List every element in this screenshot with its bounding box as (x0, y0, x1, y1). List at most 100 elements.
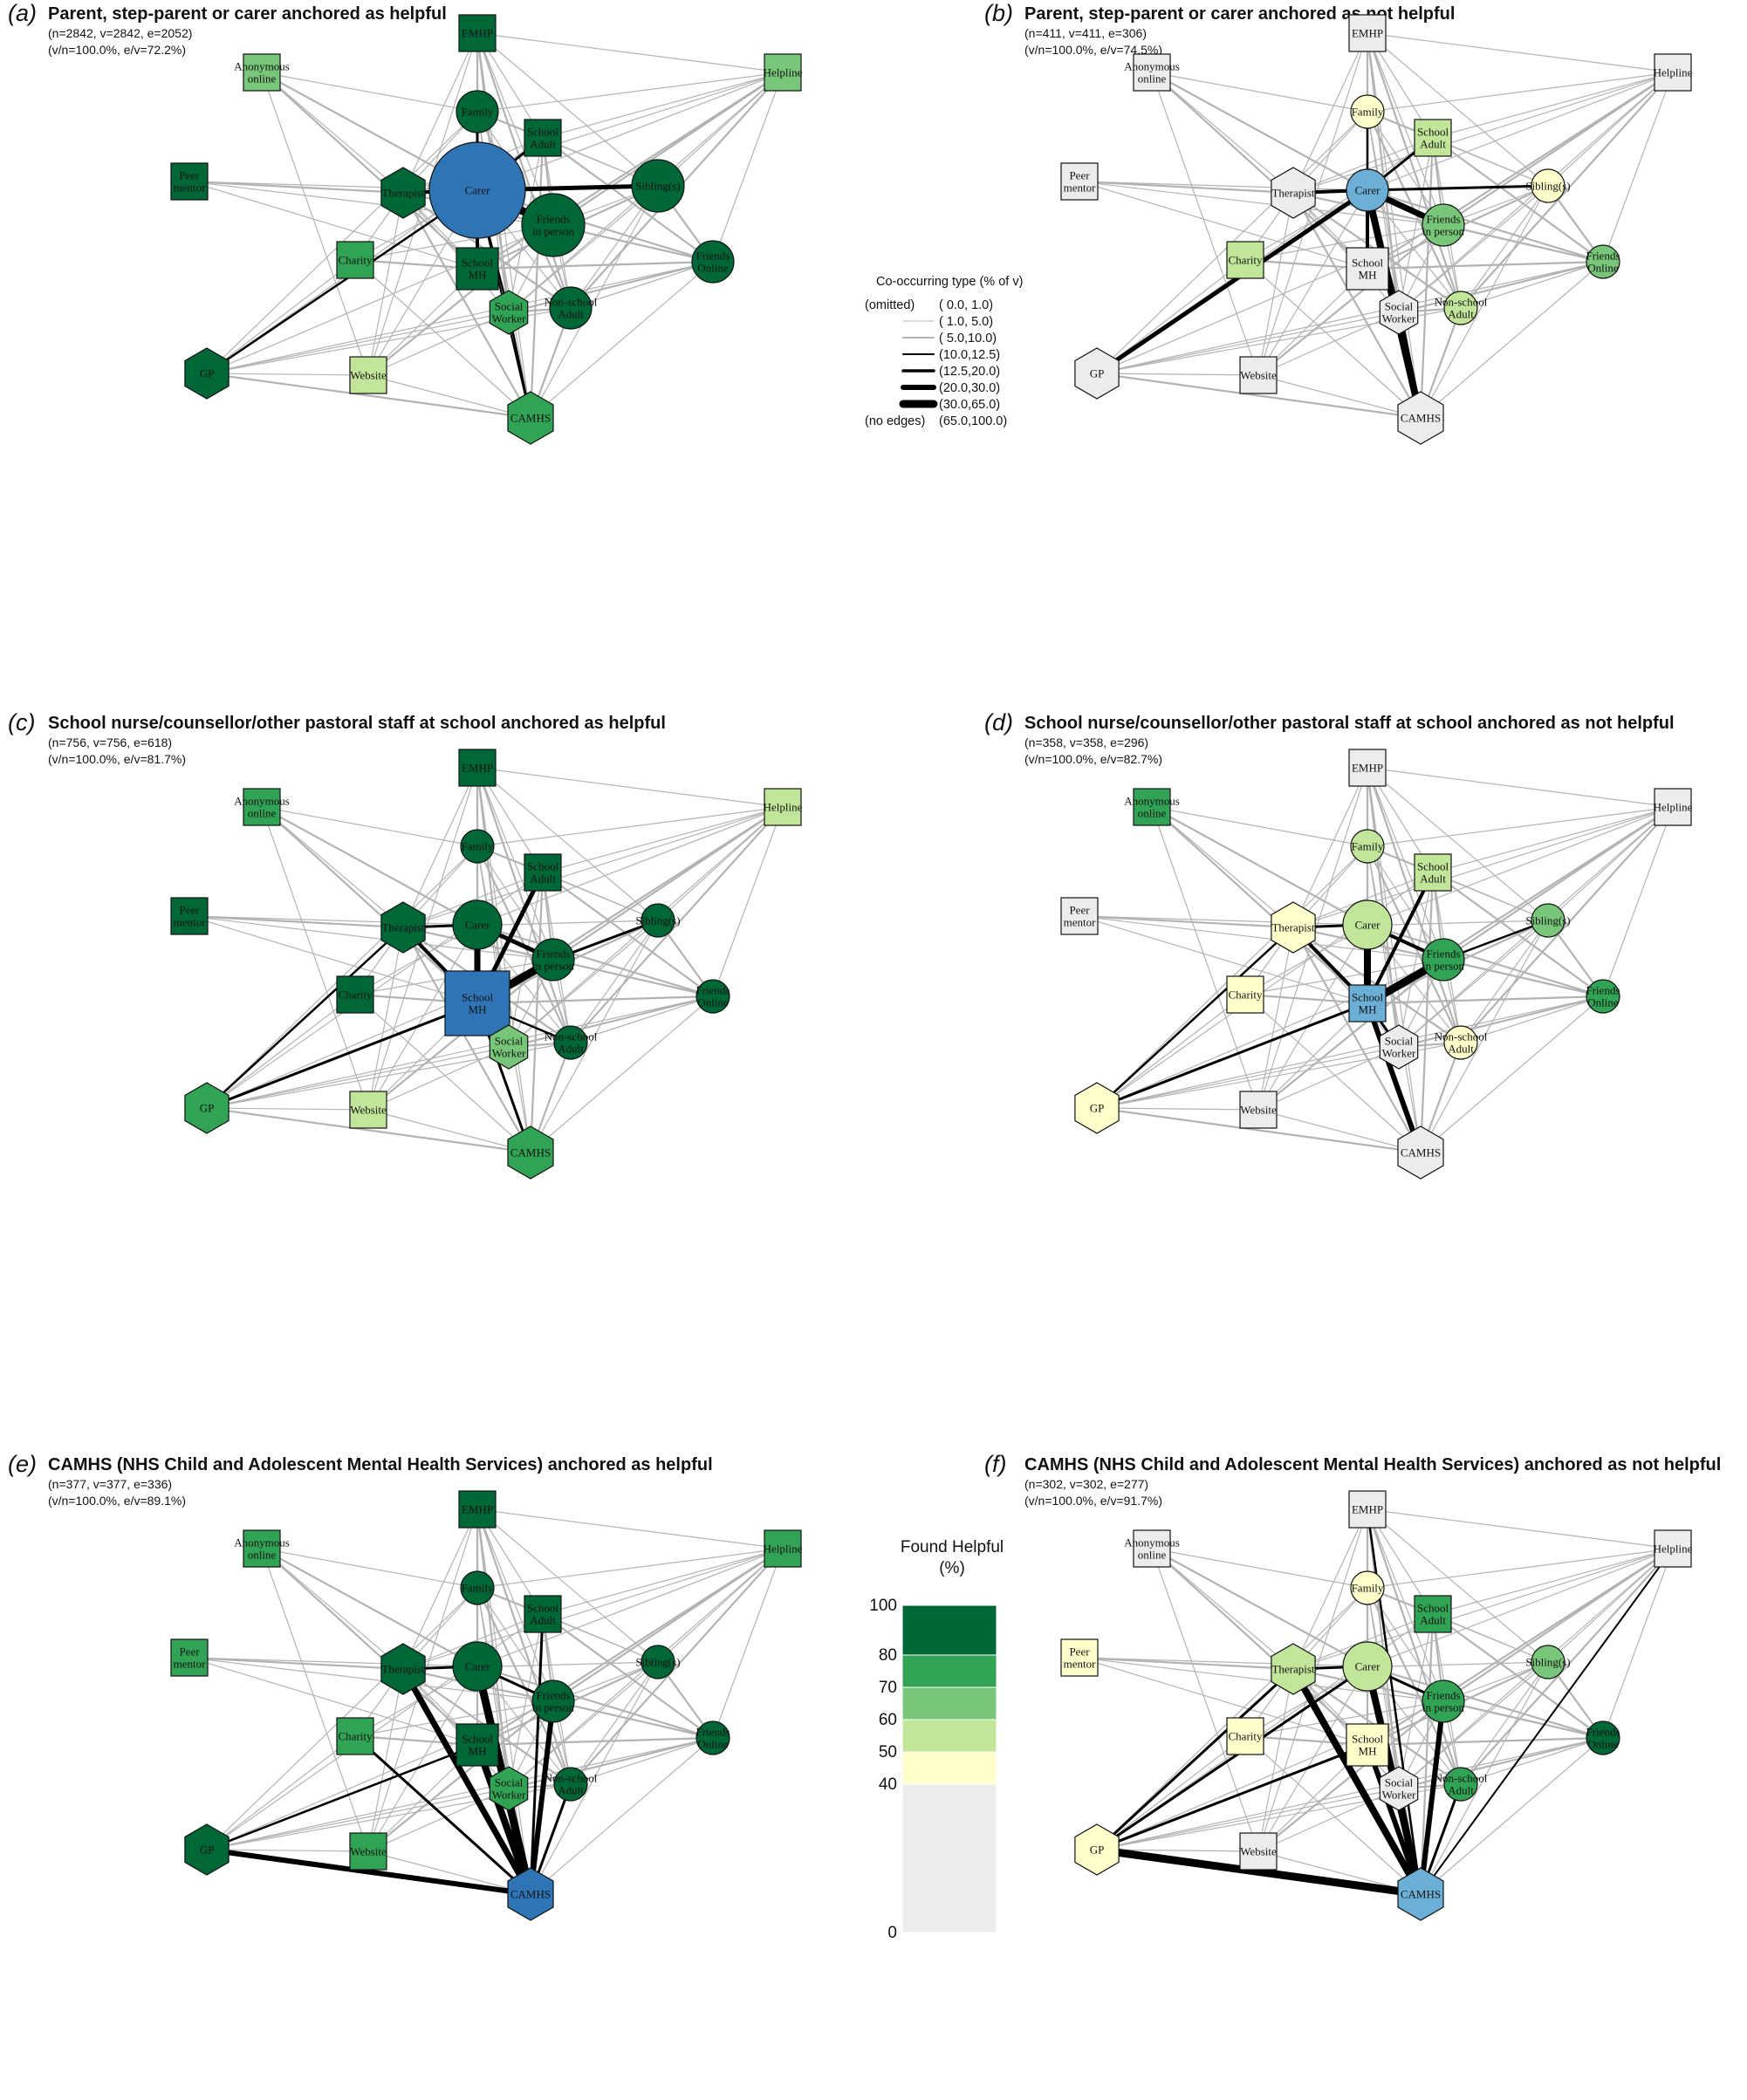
node-label-schoolmh: MH (469, 269, 487, 282)
edge-charity-gp (1096, 994, 1246, 1109)
node-label-peer: mentor (1064, 181, 1096, 195)
panel-counts: (n=377, v=377, e=336) (48, 1477, 172, 1491)
node-label-website: Website (1240, 1845, 1277, 1858)
panel-ratios: (v/n=100.0%, e/v=74.5%) (1024, 43, 1162, 57)
edge-peer-therapist (188, 1656, 404, 1671)
edge-therapist-camhs (1292, 192, 1422, 419)
node-label-schooladult: Adult (1420, 872, 1446, 886)
edge-anon-family (261, 72, 478, 113)
node-camhs (1397, 1867, 1444, 1921)
node-label-therapist: Therapist (1271, 187, 1314, 200)
node-therapist (380, 1643, 426, 1695)
node-label-social: Worker (1382, 312, 1416, 325)
edge-anon-therapist (261, 72, 404, 194)
edge-charity-camhs (1244, 994, 1422, 1153)
node-siblings (1531, 168, 1565, 203)
node-label-family: Family (462, 840, 494, 853)
node-label-therapist: Therapist (381, 187, 424, 200)
edge-carer-gp (205, 188, 479, 375)
node-schoolmh (1346, 247, 1389, 291)
edge-friendsip-gp (1096, 959, 1444, 1109)
node-label-friendsonline: Friends (1586, 1726, 1620, 1739)
edge-social-gp (206, 311, 510, 374)
node-label-nonschool: Non-school (1435, 1030, 1488, 1043)
node-peer (170, 1638, 209, 1677)
node-label-emhp: EMHP (462, 27, 493, 40)
node-label-schoolmh: MH (469, 1745, 487, 1758)
node-label-camhs: CAMHS (510, 412, 551, 425)
node-charity (336, 241, 374, 279)
edge-siblings-social (508, 1661, 659, 1789)
node-social (489, 1024, 529, 1070)
node-label-friendsonline: Online (1587, 262, 1619, 275)
edge-therapist-website (367, 927, 404, 1111)
edge-camhs-therapist (1290, 1666, 1424, 1898)
edge-social-gp (206, 1788, 510, 1850)
node-charity (336, 1717, 374, 1755)
edge-anon-family (261, 1548, 478, 1589)
node-camhs (507, 391, 554, 445)
node-label-siblings: Sibling(s) (1525, 914, 1570, 927)
edge-gp-carer (1095, 1665, 1369, 1851)
node-label-anon: online (1138, 72, 1167, 86)
edge-legend-label: (omitted) (865, 298, 915, 312)
node-label-anon: Anonymous (1124, 60, 1180, 73)
node-website (349, 1832, 387, 1871)
node-friendsonline (1586, 1720, 1620, 1755)
edge-social-gp (1096, 1046, 1400, 1109)
edge-friendsonline-social (1398, 995, 1604, 1049)
node-label-gp: GP (200, 1843, 215, 1857)
node-label-helpline: Helpline (1654, 66, 1693, 79)
node-label-anon: online (248, 1549, 277, 1562)
node-family (1350, 1570, 1385, 1605)
node-label-peer: Peer (1069, 904, 1090, 917)
panel-ratios: (v/n=100.0%, e/v=91.7%) (1024, 1494, 1162, 1508)
node-carer (428, 141, 526, 239)
node-friendsip (1422, 203, 1465, 247)
edge-anon-family (1151, 806, 1368, 847)
edge-helpline-carer (1367, 1548, 1674, 1667)
node-label-charity: Charity (339, 254, 373, 267)
node-label-peer: mentor (174, 181, 206, 195)
edge-helpline-friendsonline (712, 806, 784, 997)
panel-counts: (n=756, v=756, e=618) (48, 735, 172, 749)
edge-siblings-nonschool (1460, 1661, 1549, 1785)
edge-siblings-camhs (530, 920, 659, 1153)
edge-schooladult-camhs (1419, 872, 1435, 1153)
node-friendsonline (695, 1720, 730, 1755)
edge-website-camhs (1257, 374, 1422, 419)
node-siblings (641, 1645, 675, 1679)
node-label-camhs: CAMHS (510, 1146, 551, 1159)
node-website (349, 1091, 387, 1129)
node-family (1350, 829, 1385, 864)
node-peer (170, 897, 209, 935)
node-label-carer: Carer (465, 919, 491, 932)
edge-charity-camhs (1244, 1735, 1422, 1895)
edge-carer-friendsonline (1367, 1665, 1604, 1740)
node-label-social: Social (1385, 1035, 1414, 1048)
edge-siblings-camhs (530, 1661, 659, 1895)
edge-gp-camhs (1096, 372, 1422, 420)
node-label-family: Family (462, 106, 494, 119)
node-friendsonline (691, 240, 735, 284)
node-label-peer: mentor (1064, 1658, 1096, 1671)
node-label-social: Worker (1382, 1789, 1416, 1802)
node-anon (243, 53, 281, 92)
edge-camhs-schoolmh (474, 1741, 534, 1898)
node-family (456, 90, 499, 133)
edge-peer-friendsip (188, 915, 554, 961)
node-helpline (1654, 53, 1692, 92)
node-anon (1133, 53, 1171, 92)
edge-therapist-gp (205, 926, 405, 1110)
edge-legend-label: (no edges) (865, 414, 925, 428)
node-nonschool (553, 1025, 588, 1060)
edge-peer-therapist (1079, 1656, 1294, 1671)
node-label-friendsonline: Friends (696, 1726, 730, 1739)
panel-title: CAMHS (NHS Child and Adolescent Mental H… (1024, 1455, 1721, 1474)
node-social (489, 1766, 529, 1811)
edge-friendsip-friendsonline (1442, 1700, 1604, 1740)
node-label-helpline: Helpline (764, 801, 803, 814)
node-label-friendsip: in person (1422, 960, 1465, 973)
node-label-family: Family (462, 1582, 494, 1595)
